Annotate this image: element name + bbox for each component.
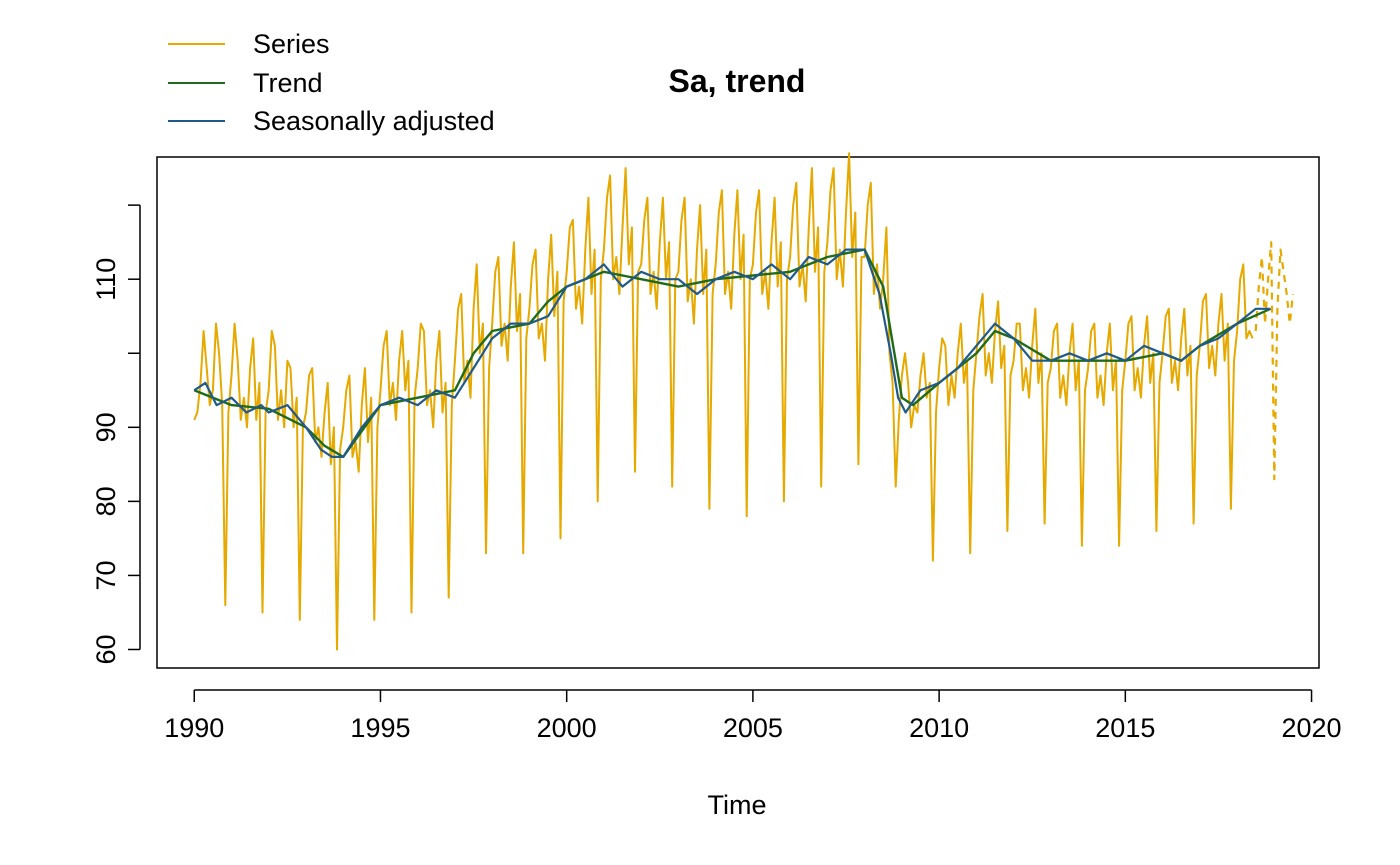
x-tick-label: 1990 bbox=[164, 713, 224, 743]
y-tick-label: 110 bbox=[91, 258, 121, 301]
chart-title: Sa, trend bbox=[669, 63, 806, 99]
legend-label-trend: Trend bbox=[253, 68, 323, 98]
x-axis: 1990 1995 2000 2005 2010 2015 2020 bbox=[164, 689, 1342, 743]
legend-label-seasonally-adjusted: Seasonally adjusted bbox=[253, 106, 495, 136]
plot-frame bbox=[156, 156, 1320, 669]
legend-label-series: Series bbox=[253, 29, 330, 59]
x-tick-label: 2000 bbox=[537, 713, 597, 743]
y-axis: 60 70 80 90 110 bbox=[91, 204, 141, 665]
y-tick-label: 70 bbox=[91, 560, 121, 590]
x-axis-label: Time bbox=[708, 790, 767, 820]
y-tick-label: 80 bbox=[91, 486, 121, 516]
legend: Series Trend Seasonally adjusted bbox=[168, 29, 495, 136]
trend-line bbox=[193, 248, 1272, 459]
x-tick-label: 2005 bbox=[723, 713, 783, 743]
seasonally-adjusted-line bbox=[193, 248, 1271, 458]
series-line bbox=[193, 152, 1254, 651]
x-tick-label: 1995 bbox=[350, 713, 410, 743]
x-tick-label: 2010 bbox=[909, 713, 969, 743]
x-tick-label: 2020 bbox=[1282, 713, 1342, 743]
series-forecast-line bbox=[1254, 241, 1294, 481]
series-layer bbox=[193, 152, 1294, 651]
y-tick-label: 60 bbox=[91, 634, 121, 664]
y-tick-label: 90 bbox=[91, 412, 121, 442]
x-tick-label: 2015 bbox=[1095, 713, 1155, 743]
